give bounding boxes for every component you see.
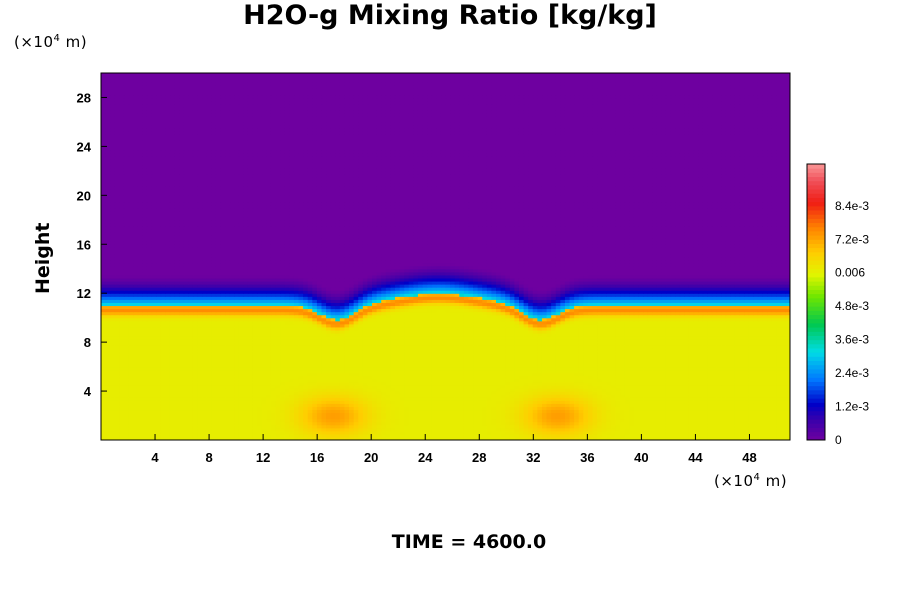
heatmap-field [101, 73, 791, 441]
